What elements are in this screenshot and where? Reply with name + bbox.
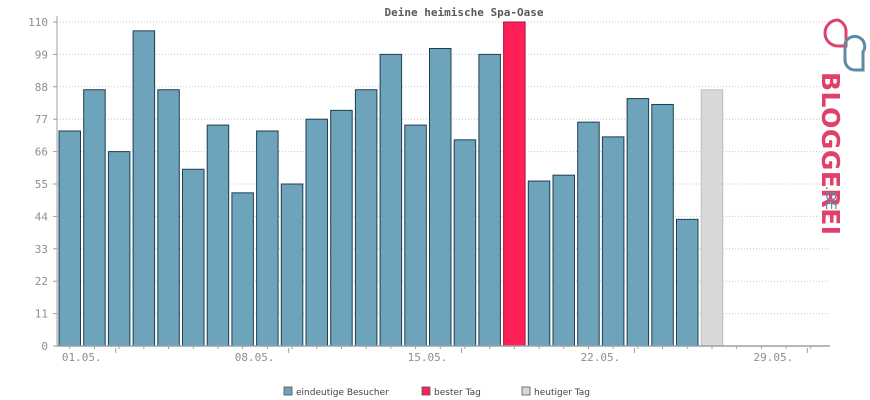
axes — [56, 16, 830, 347]
bar-eindeutige-besucher-20.05. — [527, 180, 551, 347]
bar-eindeutige-besucher-14.05. — [379, 53, 403, 347]
x-tick-label: 08.05. — [235, 351, 275, 364]
y-tick-label: 77 — [35, 113, 48, 126]
bar-eindeutige-besucher-17.05. — [453, 139, 477, 347]
legend-swatch — [283, 386, 293, 396]
chart-title: Deine heimische Spa-Oase — [385, 6, 544, 19]
logo-text: BLOGGEREI — [816, 72, 845, 236]
bar-eindeutige-besucher-23.05. — [601, 136, 625, 347]
legend-item: heutiger Tag — [521, 386, 590, 398]
legend-item: bester Tag — [421, 386, 481, 398]
y-tick-label: 66 — [35, 146, 48, 159]
bar-eindeutige-besucher-11.05. — [305, 118, 328, 347]
legend-label: heutiger Tag — [534, 388, 590, 398]
bar-eindeutige-besucher-21.05. — [552, 174, 575, 347]
y-tick-label: 22 — [35, 275, 48, 288]
legend-item: eindeutige Besucher — [283, 386, 389, 398]
bar-eindeutige-besucher-15.05. — [404, 124, 427, 347]
x-axis-ticks: 01.05. 08.05. 15.05. 22.05. 29.05. — [62, 346, 812, 364]
y-tick-label: 99 — [35, 48, 48, 61]
y-tick-label: 110 — [28, 16, 48, 29]
bar-eindeutige-besucher-09.05. — [256, 130, 279, 347]
bar-eindeutige-besucher-26.05. — [676, 218, 699, 347]
bar-eindeutige-besucher-10.05. — [280, 183, 304, 347]
bar-eindeutige-besucher-12.05. — [330, 109, 353, 347]
bar-bester-tag-19.05. — [503, 21, 526, 347]
y-tick-label: 11 — [35, 308, 48, 321]
bar-eindeutige-besucher-13.05. — [354, 89, 378, 347]
bar-eindeutige-besucher-05.05. — [157, 89, 180, 347]
y-tick-label: 33 — [35, 243, 48, 256]
bar-eindeutige-besucher-16.05. — [429, 48, 452, 347]
x-tick-label: 29.05. — [753, 351, 793, 364]
y-tick-label: 0 — [41, 340, 48, 353]
y-tick-label: 55 — [35, 178, 48, 191]
bar-eindeutige-besucher-03.05. — [107, 151, 131, 347]
bar-eindeutige-besucher-02.05. — [83, 89, 106, 347]
y-tick-label: 88 — [35, 81, 48, 94]
bar-eindeutige-besucher-04.05. — [132, 30, 156, 347]
bar-eindeutige-besucher-08.05. — [231, 192, 254, 347]
legend-swatch — [521, 386, 531, 396]
bar-eindeutige-besucher-07.05. — [206, 124, 230, 347]
legend-swatch — [421, 386, 431, 396]
legend-label: eindeutige Besucher — [296, 388, 389, 398]
bar-eindeutige-besucher-18.05. — [478, 53, 501, 347]
bloggerei-emblem-icon — [823, 18, 867, 72]
bar-eindeutige-besucher-01.05. — [58, 130, 81, 347]
bar-eindeutige-besucher-25.05. — [651, 103, 674, 347]
bar-eindeutige-besucher-22.05. — [577, 121, 600, 347]
bars — [58, 21, 724, 347]
bar-eindeutige-besucher-06.05. — [182, 168, 205, 347]
x-tick-label: 15.05. — [408, 351, 448, 364]
bar-heutiger-tag-27.05. — [700, 89, 724, 347]
y-axis-ticks: 0 11 22 33 44 55 66 77 88 99 110 — [28, 16, 57, 353]
bar-eindeutige-besucher-24.05. — [626, 98, 650, 347]
legend: eindeutige Besucher bester Tag heutiger Ta… — [283, 386, 590, 398]
x-tick-label: 22.05. — [581, 351, 621, 364]
bloggerei-logo: BLOGGEREI .DE — [816, 18, 867, 236]
logo-suffix: .DE — [822, 186, 838, 210]
y-tick-label: 44 — [35, 210, 49, 223]
legend-label: bester Tag — [434, 388, 481, 398]
x-tick-label: 01.05. — [62, 351, 102, 364]
